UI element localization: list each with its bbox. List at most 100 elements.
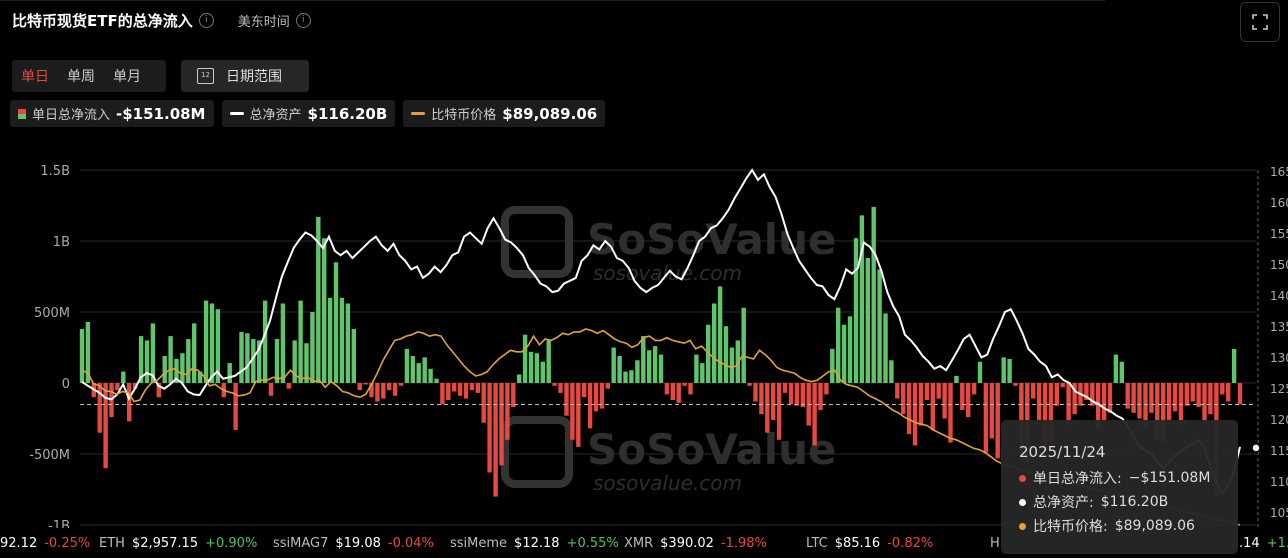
watermark-text: SoSoValue <box>587 215 837 264</box>
inflow-bar <box>841 324 847 383</box>
inflow-bar <box>522 334 528 383</box>
ticker-item-ssimag7[interactable]: ssiMAG7 $19.08 -0.04% <box>273 535 434 551</box>
chart-area[interactable]: SoSoValuesosovalue.comSoSoValuesosovalue… <box>0 150 1288 528</box>
inflow-bar <box>989 383 994 439</box>
inflow-bar <box>363 383 368 385</box>
inflow-bar <box>327 297 333 383</box>
inflow-bar <box>203 300 209 383</box>
inflow-bar <box>274 339 280 383</box>
inflow-bar <box>245 333 250 383</box>
inflow-bar <box>895 383 900 399</box>
inflow-bar <box>121 371 126 383</box>
inflow-bar <box>1036 383 1042 420</box>
inflow-bar <box>316 216 321 383</box>
date-range-button[interactable]: 12 日期范围 <box>181 60 309 92</box>
inflow-bar <box>505 383 510 440</box>
inflow-bar <box>1048 383 1054 442</box>
fullscreen-button[interactable] <box>1240 2 1280 42</box>
inflow-bar <box>1226 383 1231 402</box>
y-tick-label: 0 <box>62 377 70 392</box>
inflow-bars <box>79 206 1243 497</box>
inflow-bar <box>452 383 457 392</box>
watermarks: SoSoValuesosovalue.comSoSoValuesosovalue… <box>501 206 837 495</box>
inflow-bar <box>871 206 876 383</box>
inflow-bar <box>883 313 888 383</box>
period-monthly[interactable]: 单月 <box>113 69 141 85</box>
inflow-bar <box>1137 383 1142 419</box>
inflow-bar <box>233 383 238 430</box>
ticker-item-ssimeme[interactable]: ssiMeme $12.18 +0.55% <box>450 535 619 551</box>
ticker-item-partial[interactable]: H <box>990 535 1000 551</box>
inflow-bar <box>457 383 463 396</box>
inflow-bar <box>103 383 108 469</box>
inflow-bar <box>487 383 492 473</box>
inflow-bar <box>410 356 415 383</box>
inflow-bar <box>1013 383 1018 386</box>
inflow-bar <box>564 383 569 416</box>
y-tick-label: 1B <box>53 235 70 250</box>
inflow-bar <box>351 329 356 383</box>
inflow-bar <box>954 375 959 383</box>
inflow-bar <box>1007 358 1012 383</box>
ticker-item[interactable]: 92.12 -0.25% <box>0 535 91 551</box>
legend-assets[interactable]: 总净资产 $116.20B <box>221 100 396 127</box>
legend-price-value: $89,089.06 <box>502 104 598 123</box>
inflow-bar <box>499 383 504 466</box>
inflow-bar <box>280 303 286 383</box>
legend-inflow[interactable]: 单日总净流入 -$151.08M <box>10 100 214 127</box>
inflow-bar <box>115 383 120 391</box>
inflow-bar <box>469 383 475 391</box>
inflow-bar <box>138 336 144 383</box>
ticker-item-eth[interactable]: ETH $2,957.15 +0.90% <box>99 535 258 551</box>
inflow-bar <box>298 300 303 383</box>
inflow-bar <box>1149 383 1154 413</box>
inflow-bar <box>706 324 711 383</box>
y-tick-label: 1.5B <box>40 164 70 179</box>
inflow-bar <box>977 361 983 383</box>
inflow-bar <box>528 351 534 383</box>
inflow-bar <box>392 383 398 396</box>
inflow-bar <box>1042 383 1048 452</box>
inflow-bar <box>150 323 156 383</box>
legend-price[interactable]: 比特币价格 $89,089.06 <box>403 100 606 127</box>
assets-line <box>81 168 1241 496</box>
inflow-bar <box>511 383 516 408</box>
inflow-bar <box>664 383 670 395</box>
inflow-bar <box>209 303 215 383</box>
inflow-bar <box>859 215 865 383</box>
y-right-tick-label: 135 <box>1270 320 1288 334</box>
inflow-bar <box>1220 383 1225 395</box>
chart-title: 比特币现货ETF的总净流入 <box>12 12 193 30</box>
ticker-item-xmr[interactable]: XMR $390.02 -1.98% <box>624 535 767 551</box>
inflow-bar <box>747 383 752 386</box>
fullscreen-icon <box>1252 14 1268 30</box>
period-weekly[interactable]: 单周 <box>67 69 95 85</box>
price-dot <box>1019 522 1026 530</box>
inflow-bar <box>623 371 628 383</box>
assets-swatch <box>229 112 244 115</box>
inflow-bar <box>930 383 935 430</box>
inflow-bar <box>1172 383 1178 412</box>
inflow-bar <box>593 383 599 412</box>
inflow-bar <box>924 383 930 400</box>
legend-assets-value: $116.20B <box>307 104 388 123</box>
timezone-info-icon[interactable]: i <box>295 13 311 28</box>
inflow-bar <box>339 297 345 383</box>
inflow-bar <box>540 361 545 383</box>
inflow-bar <box>292 340 297 383</box>
inflow-bar <box>771 383 776 420</box>
inflow-bar <box>446 383 451 400</box>
inflow-bar <box>546 340 551 383</box>
ticker-item-partial-right[interactable]: .14 +1. <box>1239 535 1288 551</box>
info-icon[interactable]: i <box>198 13 214 28</box>
inflow-bar <box>1096 383 1101 430</box>
ticker-item-ltc[interactable]: LTC $85.16 -0.82% <box>806 535 934 551</box>
y-right-tick-label: 105 <box>1270 506 1288 520</box>
inflow-bar <box>611 347 616 383</box>
inflow-bar <box>310 312 315 383</box>
inflow-bar <box>481 383 486 423</box>
tooltip-date: 2025/11/24 <box>1019 443 1106 461</box>
y-right-tick-label: 110 <box>1270 475 1288 489</box>
period-daily[interactable]: 单日 <box>21 69 49 85</box>
calendar-icon: 12 <box>197 68 214 84</box>
